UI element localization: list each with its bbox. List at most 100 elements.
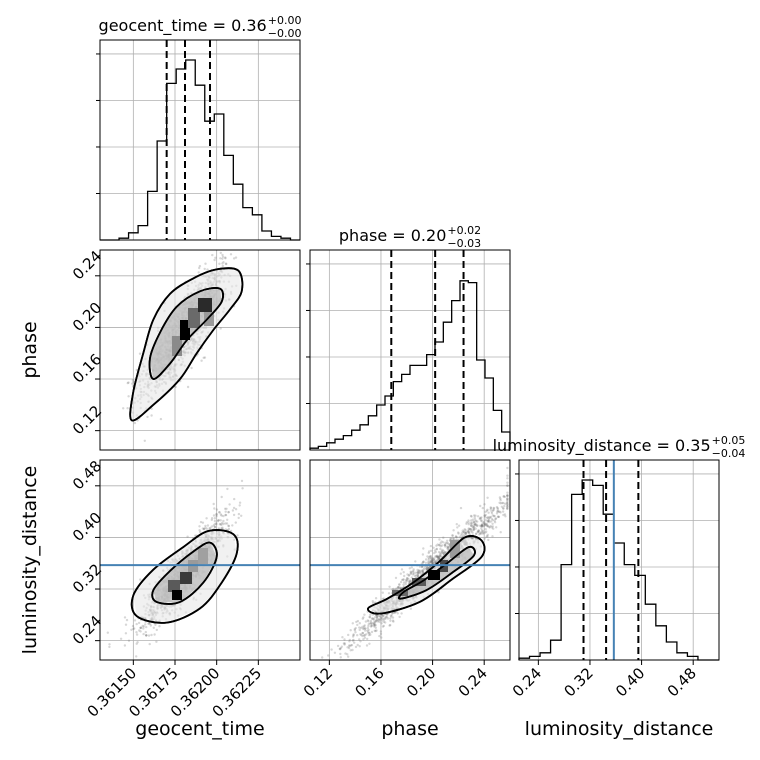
sample-point bbox=[497, 515, 501, 519]
sample-point bbox=[217, 519, 220, 522]
sample-point bbox=[360, 633, 363, 637]
sample-point bbox=[370, 624, 373, 628]
density-cell bbox=[428, 570, 440, 580]
sample-point bbox=[484, 518, 487, 522]
sample-point bbox=[480, 529, 484, 532]
sample-point bbox=[472, 528, 476, 531]
sample-point bbox=[398, 615, 401, 619]
sample-point bbox=[488, 516, 492, 520]
sample-point bbox=[464, 530, 468, 533]
sample-point bbox=[220, 527, 223, 530]
sample-point bbox=[489, 524, 492, 528]
sample-point bbox=[135, 633, 139, 636]
sample-point bbox=[450, 537, 453, 541]
sample-point bbox=[409, 572, 412, 575]
sample-point bbox=[375, 629, 378, 632]
sample-point bbox=[327, 654, 330, 657]
sample-point bbox=[380, 636, 383, 639]
sample-point bbox=[147, 622, 151, 625]
sample-point bbox=[399, 572, 402, 575]
sample-point bbox=[419, 569, 422, 572]
sample-point bbox=[491, 514, 495, 517]
sample-point bbox=[417, 569, 420, 572]
sample-point bbox=[227, 524, 230, 528]
sample-point bbox=[356, 623, 359, 627]
sample-point bbox=[476, 520, 479, 523]
sample-point bbox=[397, 586, 400, 589]
sample-point bbox=[214, 522, 217, 525]
sample-point bbox=[435, 544, 438, 547]
sample-point bbox=[424, 567, 428, 570]
sample-point bbox=[430, 557, 433, 560]
sample-point bbox=[406, 579, 409, 582]
sample-point bbox=[226, 518, 229, 521]
sample-point bbox=[219, 251, 222, 255]
sample-point bbox=[473, 520, 476, 524]
sample-point bbox=[224, 262, 228, 265]
sample-point bbox=[484, 523, 487, 526]
sample-point bbox=[358, 622, 361, 625]
sample-point bbox=[234, 508, 238, 511]
sample-point bbox=[135, 622, 138, 626]
sample-point bbox=[222, 261, 225, 264]
sample-point bbox=[482, 522, 486, 525]
sample-point bbox=[224, 510, 227, 513]
title-luminosity_distance: luminosity_distance = 0.35 +0.05−0.04 bbox=[493, 434, 746, 460]
sample-point bbox=[476, 530, 479, 533]
sample-point bbox=[448, 545, 451, 549]
sample-point bbox=[144, 634, 148, 637]
sample-point bbox=[445, 541, 449, 545]
sample-point bbox=[385, 615, 389, 619]
contour-line bbox=[151, 541, 218, 605]
sample-point bbox=[484, 522, 487, 525]
sample-point bbox=[351, 622, 354, 625]
sample-point bbox=[473, 514, 476, 517]
sample-point bbox=[478, 533, 481, 536]
sample-point bbox=[218, 262, 221, 265]
sample-point bbox=[131, 378, 135, 382]
xlabel-phase: phase bbox=[381, 718, 438, 740]
sample-point bbox=[474, 527, 477, 530]
sample-point bbox=[347, 646, 351, 650]
sample-point bbox=[465, 521, 468, 524]
sample-point bbox=[205, 527, 208, 530]
sample-point bbox=[456, 526, 459, 529]
sample-point bbox=[139, 626, 143, 629]
sample-point bbox=[220, 495, 223, 499]
density-cell bbox=[172, 336, 182, 356]
sample-point bbox=[221, 264, 224, 268]
sample-point bbox=[139, 626, 142, 629]
sample-point bbox=[365, 644, 369, 647]
sample-point bbox=[484, 510, 487, 514]
title-lower: −0.03 bbox=[447, 237, 481, 250]
sample-point bbox=[506, 484, 509, 487]
sample-point bbox=[476, 524, 479, 527]
sample-point bbox=[198, 264, 202, 268]
sample-point bbox=[496, 508, 499, 511]
sample-point bbox=[384, 621, 387, 624]
sample-point bbox=[422, 547, 425, 550]
sample-point bbox=[358, 645, 361, 648]
sample-point bbox=[477, 529, 481, 533]
tick-label-x: 0.12 bbox=[300, 664, 336, 700]
sample-point bbox=[412, 569, 415, 573]
sample-point bbox=[506, 497, 509, 500]
sample-point bbox=[425, 566, 429, 569]
sample-point bbox=[385, 613, 389, 616]
sample-point bbox=[484, 528, 487, 531]
panel-frame bbox=[99, 249, 301, 451]
sample-point bbox=[150, 414, 153, 417]
sample-point bbox=[422, 560, 425, 563]
sample-point bbox=[378, 614, 381, 618]
sample-point bbox=[388, 585, 391, 588]
sample-point bbox=[441, 544, 444, 547]
sample-point bbox=[421, 553, 425, 556]
sample-point bbox=[441, 551, 444, 555]
sample-point bbox=[137, 621, 141, 625]
sample-point bbox=[123, 616, 127, 619]
sample-point bbox=[429, 554, 432, 558]
sample-point bbox=[374, 619, 378, 622]
sample-point bbox=[416, 568, 419, 572]
sample-point bbox=[361, 631, 364, 635]
sample-point bbox=[421, 570, 424, 573]
